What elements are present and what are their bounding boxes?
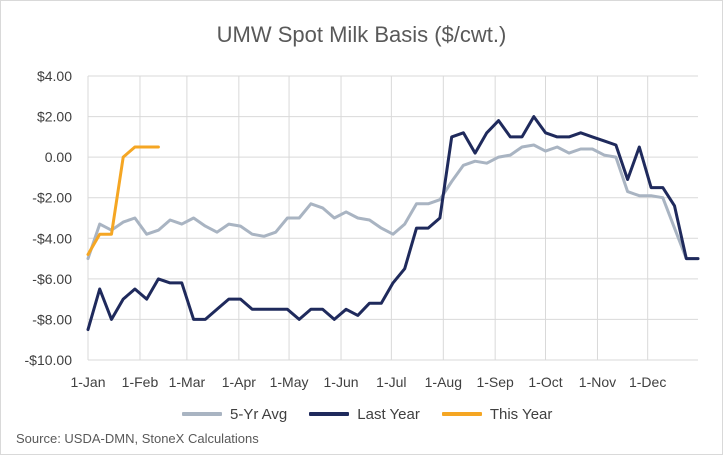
x-tick-label: 1-Jun: [324, 374, 359, 390]
y-tick-label: -$10.00: [25, 352, 73, 368]
legend-item-5yr-avg: 5-Yr Avg: [182, 406, 287, 423]
x-tick-label: 1-Aug: [425, 374, 462, 390]
y-tick-label: -$6.00: [32, 271, 72, 287]
y-tick-label: $4.00: [37, 68, 72, 84]
y-tick-label: -$8.00: [32, 311, 72, 327]
x-tick-label: 1-Mar: [169, 374, 206, 390]
legend-item-this-year: This Year: [441, 405, 553, 423]
legend-item-last-year: Last Year: [309, 406, 420, 423]
series-line-last-year: [86, 115, 700, 332]
x-tick-label: 1-Sep: [476, 374, 514, 390]
y-tick-label: -$4.00: [32, 230, 72, 246]
x-tick-label: 1-Nov: [579, 374, 616, 390]
series-line-5-yr-avg: [86, 143, 700, 261]
y-tick-label: $2.00: [37, 109, 72, 125]
legend-swatch-this-year: [441, 412, 482, 416]
x-tick-label: 1-Feb: [122, 374, 159, 390]
x-tick-label: 1-Dec: [629, 374, 666, 390]
y-tick-label: 0.00: [45, 149, 72, 165]
legend-label-this-year: This Year: [489, 405, 553, 423]
series-line-this-year: [86, 145, 160, 256]
y-tick-label: -$2.00: [32, 190, 72, 206]
x-tick-label: 1-Jan: [70, 374, 105, 390]
legend-swatch-last-year: [309, 412, 350, 416]
x-tick-label: 1-Oct: [528, 374, 562, 390]
chart-legend: 5-Yr Avg Last Year This Year: [182, 404, 574, 424]
chart-source-note: Source: USDA-DMN, StoneX Calculations: [16, 431, 259, 446]
chart-title: UMW Spot Milk Basis ($/cwt.): [216, 22, 507, 47]
x-tick-label: 1-Apr: [222, 374, 257, 390]
x-tick-label: 1-May: [270, 374, 309, 390]
x-tick-label: 1-Jul: [376, 374, 406, 390]
legend-label-last-year: Last Year: [357, 405, 420, 423]
legend-swatch-5yr-avg: [182, 412, 222, 416]
legend-label-5yr-avg: 5-Yr Avg: [230, 405, 288, 423]
